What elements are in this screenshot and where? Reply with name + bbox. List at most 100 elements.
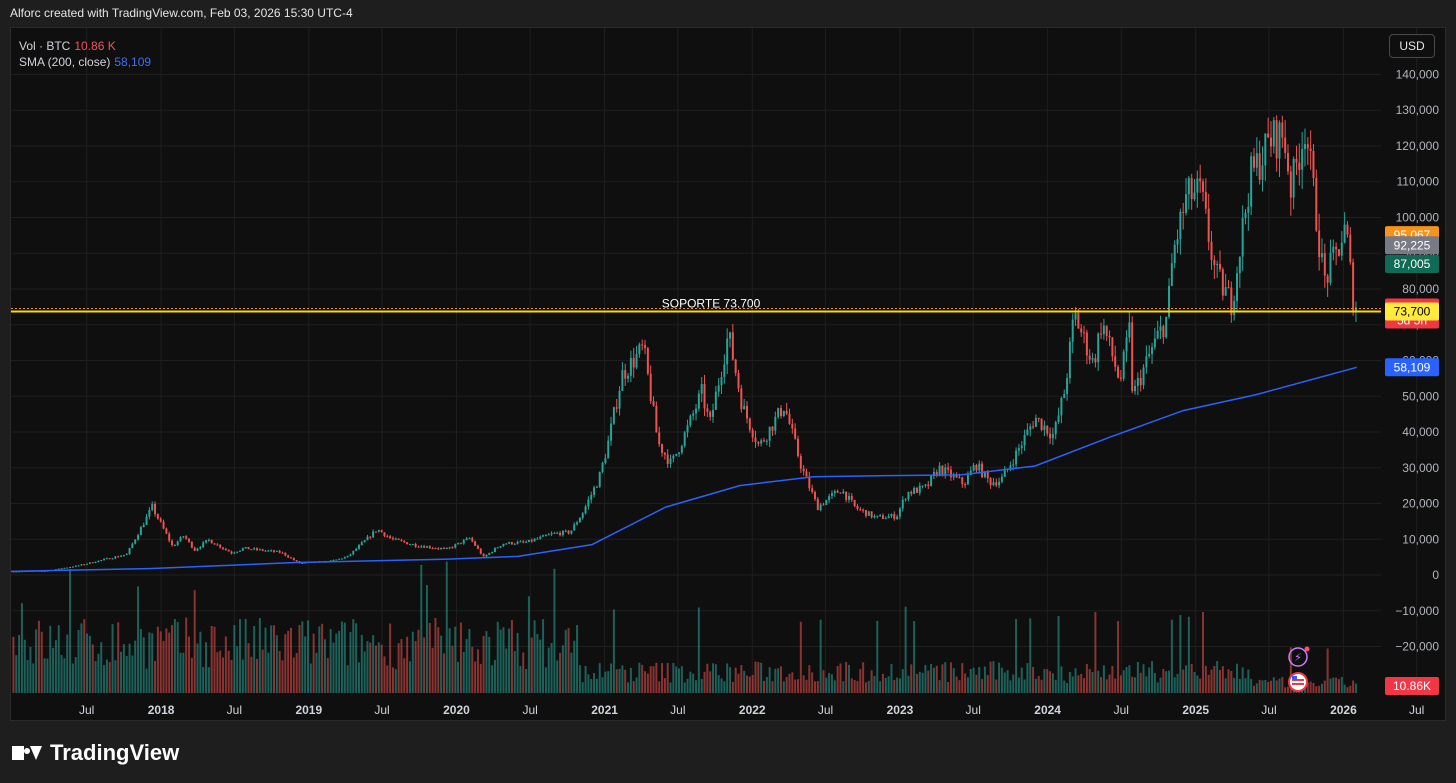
candle-body bbox=[510, 542, 513, 545]
candle-body bbox=[587, 499, 590, 507]
volume-bar bbox=[216, 652, 219, 693]
candle-body bbox=[508, 542, 511, 544]
candle-body bbox=[655, 405, 658, 433]
volume-bar bbox=[207, 667, 210, 693]
volume-bar bbox=[363, 651, 366, 693]
volume-bar bbox=[292, 657, 295, 693]
candle-body bbox=[1238, 256, 1241, 274]
volume-bar bbox=[156, 626, 159, 693]
candle-body bbox=[1080, 328, 1083, 333]
volume-bar bbox=[533, 620, 536, 693]
volume-bar bbox=[913, 621, 916, 693]
candle-body bbox=[1034, 418, 1037, 427]
volume-bar bbox=[1286, 686, 1289, 693]
candle-body bbox=[1320, 253, 1323, 258]
volume-bar bbox=[649, 666, 652, 693]
volume-bar bbox=[717, 675, 720, 693]
price-label-box bbox=[1385, 358, 1439, 377]
volume-bar bbox=[128, 643, 131, 693]
sma-legend[interactable]: SMA (200, close) 58,109 bbox=[19, 54, 151, 70]
candle-body bbox=[986, 471, 989, 479]
candle-body bbox=[513, 543, 516, 545]
candle-body bbox=[964, 483, 967, 485]
volume-bar bbox=[1111, 665, 1114, 693]
candle-body bbox=[57, 568, 60, 570]
candle-body bbox=[1312, 150, 1315, 179]
candle-body bbox=[216, 544, 219, 546]
candle-body bbox=[743, 405, 746, 410]
candle-body bbox=[476, 545, 479, 549]
candle-body bbox=[635, 354, 638, 368]
volume-bar bbox=[332, 642, 335, 693]
volume-bar bbox=[782, 681, 785, 693]
candle-body bbox=[151, 504, 154, 510]
volume-bar bbox=[1221, 666, 1224, 693]
candle-body bbox=[864, 510, 867, 516]
candle-body bbox=[720, 377, 723, 386]
candle-body bbox=[737, 373, 740, 389]
volume-bar bbox=[1227, 669, 1230, 693]
volume-bar bbox=[527, 596, 530, 693]
candle-body bbox=[1258, 153, 1261, 180]
volume-bar bbox=[986, 675, 989, 693]
volume-bar bbox=[785, 677, 788, 693]
volume-bar bbox=[281, 660, 284, 693]
volume-bar bbox=[20, 603, 23, 693]
candle-body bbox=[935, 472, 938, 476]
candle-body bbox=[788, 413, 791, 424]
volume-bar bbox=[1162, 668, 1165, 693]
volume-bar bbox=[1199, 678, 1202, 693]
candle-body bbox=[1284, 137, 1287, 153]
volume-bar bbox=[213, 626, 216, 693]
volume-bar bbox=[258, 618, 261, 693]
candle-body bbox=[825, 500, 828, 505]
candle-body bbox=[100, 560, 103, 562]
candle-body bbox=[992, 482, 995, 486]
candle-body bbox=[496, 547, 499, 549]
candle-body bbox=[1253, 156, 1255, 168]
volume-bar bbox=[1179, 614, 1182, 693]
candle-body bbox=[590, 494, 593, 500]
volume-bar bbox=[1043, 668, 1046, 693]
volume-bar bbox=[360, 634, 363, 693]
currency-button[interactable]: USD bbox=[1389, 34, 1435, 58]
volume-bar bbox=[1185, 665, 1188, 693]
candle-body bbox=[629, 357, 632, 376]
candle-body bbox=[462, 540, 465, 544]
candle-body bbox=[1009, 465, 1012, 469]
volume-bar bbox=[796, 679, 799, 693]
chart-panel[interactable]: SOPORTE 73.700 −20,000 −10,000 0 10,000 20,00… bbox=[10, 27, 1446, 721]
x-tick-label: Jul bbox=[522, 703, 537, 717]
candle-body bbox=[1026, 429, 1029, 435]
candle-body bbox=[332, 560, 335, 562]
volume-bar bbox=[1170, 619, 1173, 693]
candle-body bbox=[1323, 253, 1326, 276]
volume-bar bbox=[644, 671, 647, 693]
candle-body bbox=[389, 536, 392, 539]
candle-body bbox=[171, 540, 174, 546]
volume-bar bbox=[1264, 679, 1267, 693]
volume-legend[interactable]: Vol · BTC 10.86 K bbox=[19, 38, 151, 54]
volume-bar bbox=[1182, 669, 1185, 693]
volume-bar bbox=[595, 678, 598, 693]
volume-bar bbox=[952, 668, 955, 693]
volume-bar bbox=[1003, 672, 1006, 693]
candle-body bbox=[479, 548, 482, 554]
candle-body bbox=[273, 550, 275, 552]
volume-bar bbox=[712, 663, 715, 693]
volume-bar bbox=[536, 634, 539, 693]
candle-body bbox=[199, 547, 202, 549]
volume-bar bbox=[448, 628, 451, 693]
candle-body bbox=[952, 475, 955, 478]
volume-bar bbox=[1241, 667, 1244, 693]
volume-bar bbox=[686, 678, 689, 693]
price-chart[interactable]: SOPORTE 73.700 −20,000 −10,000 0 10,000 20,00… bbox=[11, 28, 1446, 721]
candle-body bbox=[544, 535, 547, 537]
volume-bar bbox=[573, 640, 576, 693]
candle-body bbox=[278, 550, 281, 553]
volume-bar bbox=[414, 641, 417, 693]
volume-bar bbox=[428, 622, 431, 693]
volume-bar bbox=[1094, 611, 1097, 693]
volume-label-text: 10.86K bbox=[1393, 679, 1431, 693]
candle-body bbox=[437, 548, 440, 550]
